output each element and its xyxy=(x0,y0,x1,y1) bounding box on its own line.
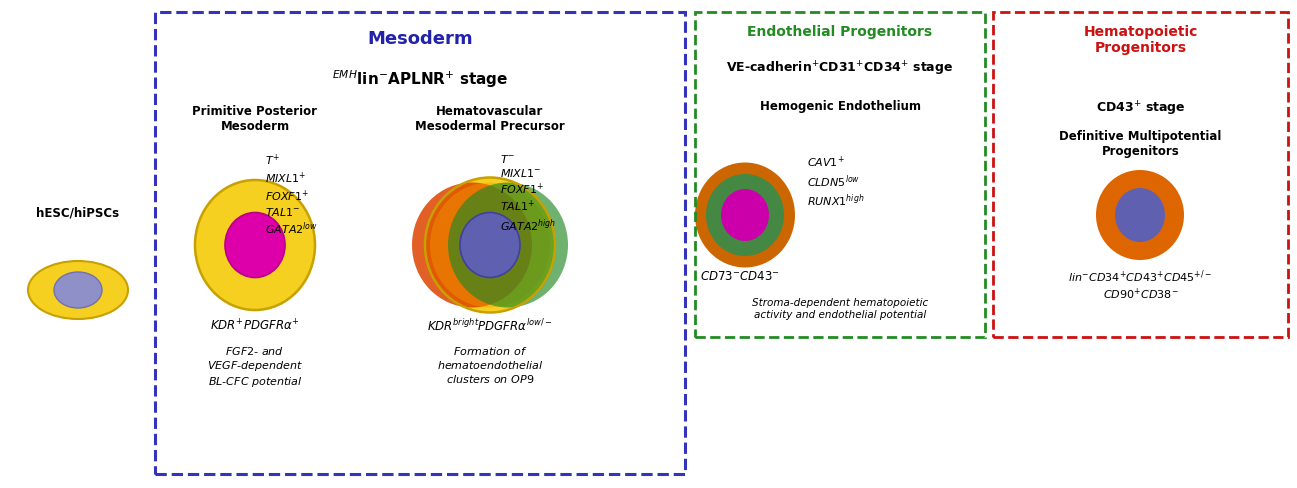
Text: CD43$^{+}$ stage: CD43$^{+}$ stage xyxy=(1096,100,1185,118)
Ellipse shape xyxy=(460,212,520,278)
Text: Hematovascular
Mesodermal Precursor: Hematovascular Mesodermal Precursor xyxy=(415,105,565,133)
Text: $^{EMH}$lin$^{-}$APLNR$^{+}$ stage: $^{EMH}$lin$^{-}$APLNR$^{+}$ stage xyxy=(332,68,508,90)
Text: $lin^{-}CD34^{+}CD43^{+}CD45^{+/-}$
$CD90^{+}CD38^{-}$: $lin^{-}CD34^{+}CD43^{+}CD45^{+/-}$ $CD9… xyxy=(1069,268,1213,303)
Ellipse shape xyxy=(431,183,550,307)
Text: hESC/hiPSCs: hESC/hiPSCs xyxy=(36,207,119,220)
Text: $T^{+}$
$MIXL1^{+}$
$FOXF1^{+}$
$TAL1^{-}$
$GATA2^{low}$: $T^{+}$ $MIXL1^{+}$ $FOXF1^{+}$ $TAL1^{-… xyxy=(265,153,318,237)
Text: Mesoderm: Mesoderm xyxy=(367,30,473,48)
Ellipse shape xyxy=(195,180,315,310)
Ellipse shape xyxy=(447,183,568,307)
Ellipse shape xyxy=(54,272,102,308)
Text: Primitive Posterior
Mesoderm: Primitive Posterior Mesoderm xyxy=(192,105,318,133)
Text: VE-cadherin$^{+}$CD31$^{+}$CD34$^{+}$ stage: VE-cadherin$^{+}$CD31$^{+}$CD34$^{+}$ st… xyxy=(726,60,953,78)
Bar xyxy=(695,12,984,337)
Text: $KDR^{+}PDGFR\alpha^{+}$: $KDR^{+}PDGFR\alpha^{+}$ xyxy=(210,318,300,333)
Text: $CD73^{-}CD43^{-}$: $CD73^{-}CD43^{-}$ xyxy=(700,270,779,283)
Ellipse shape xyxy=(224,212,285,278)
Text: $CAV1^{+}$
$CLDN5^{low}$
$RUNX1^{high}$: $CAV1^{+}$ $CLDN5^{low}$ $RUNX1^{high}$ xyxy=(807,155,864,209)
Ellipse shape xyxy=(425,178,555,312)
Bar xyxy=(156,12,685,474)
Ellipse shape xyxy=(412,183,532,307)
Ellipse shape xyxy=(29,261,128,319)
Text: Hematopoietic
Progenitors: Hematopoietic Progenitors xyxy=(1083,25,1197,55)
Ellipse shape xyxy=(1096,170,1184,260)
Text: Stroma-dependent hematopoietic
activity and endothelial potential: Stroma-dependent hematopoietic activity … xyxy=(752,298,929,320)
Text: Endothelial Progenitors: Endothelial Progenitors xyxy=(747,25,933,39)
Text: $T^{-}$
$MIXL1^{-}$
$FOXF1^{+}$
$TAL1^{+}$
$GATA2^{high}$: $T^{-}$ $MIXL1^{-}$ $FOXF1^{+}$ $TAL1^{+… xyxy=(501,153,556,234)
Text: Definitive Multipotential
Progenitors: Definitive Multipotential Progenitors xyxy=(1060,130,1222,158)
Ellipse shape xyxy=(695,163,795,267)
Ellipse shape xyxy=(721,189,769,241)
Text: Hemogenic Endothelium: Hemogenic Endothelium xyxy=(760,100,921,113)
Ellipse shape xyxy=(1115,188,1165,242)
Text: $Formation$ $of$
$hematoendothelial$
$clusters$ $on$ $OP9$: $Formation$ $of$ $hematoendothelial$ $cl… xyxy=(437,345,543,385)
Text: $KDR^{bright}PDGFR\alpha^{low/-}$: $KDR^{bright}PDGFR\alpha^{low/-}$ xyxy=(427,318,553,334)
Ellipse shape xyxy=(706,174,783,256)
Bar xyxy=(994,12,1288,337)
Text: $FGF2$- and
$VEGF$-dependent
$BL$-$CFC$ potential: $FGF2$- and $VEGF$-dependent $BL$-$CFC$ … xyxy=(208,345,303,389)
